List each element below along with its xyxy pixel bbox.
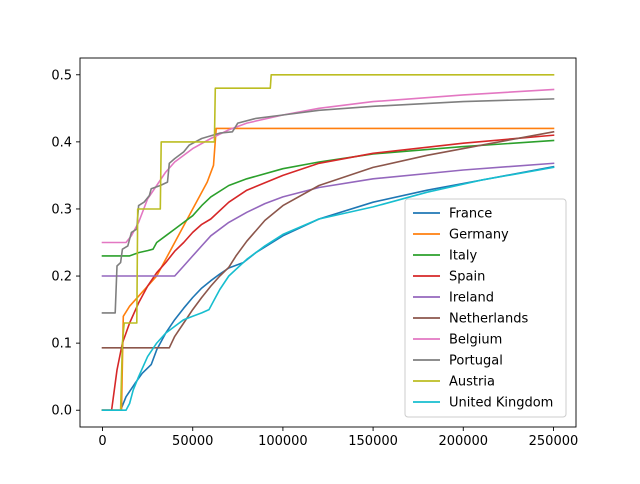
- y-tick-label: 0.0: [51, 404, 72, 419]
- legend-label-france: France: [449, 207, 492, 222]
- legend-label-spain: Spain: [449, 270, 485, 285]
- series-line-portugal: [101, 98, 555, 314]
- legend-label-netherlands: Netherlands: [449, 312, 528, 327]
- series-line-italy: [101, 139, 555, 257]
- x-tick-label: 0: [98, 434, 106, 449]
- y-tick-label: 0.3: [51, 202, 72, 217]
- legend-box: [404, 198, 567, 418]
- legend-label-germany: Germany: [449, 228, 509, 243]
- x-tick-label: 200000: [438, 434, 488, 449]
- legend-label-portugal: Portugal: [449, 354, 503, 369]
- x-tick-label: 100000: [258, 434, 308, 449]
- series-line-france: [101, 165, 555, 411]
- legend-label-united-kingdom: United Kingdom: [449, 396, 553, 411]
- y-tick-label: 0.2: [51, 270, 72, 285]
- plot-frame: [79, 57, 577, 428]
- series-line-netherlands: [101, 130, 555, 349]
- y-tick-label: 0.4: [51, 135, 72, 150]
- x-tick-label: 150000: [348, 434, 398, 449]
- x-tick-label: 250000: [529, 434, 579, 449]
- series-line-united-kingdom: [101, 166, 555, 411]
- x-tick-label: 50000: [172, 434, 213, 449]
- series-line-ireland: [101, 162, 555, 277]
- legend-label-italy: Italy: [449, 249, 478, 264]
- series-line-spain: [101, 134, 555, 411]
- series-line-austria: [101, 74, 555, 411]
- legend-label-austria: Austria: [449, 375, 495, 390]
- y-tick-label: 0.5: [51, 68, 72, 83]
- y-tick-label: 0.1: [51, 337, 72, 352]
- legend-label-ireland: Ireland: [449, 291, 494, 306]
- legend-label-belgium: Belgium: [449, 333, 502, 348]
